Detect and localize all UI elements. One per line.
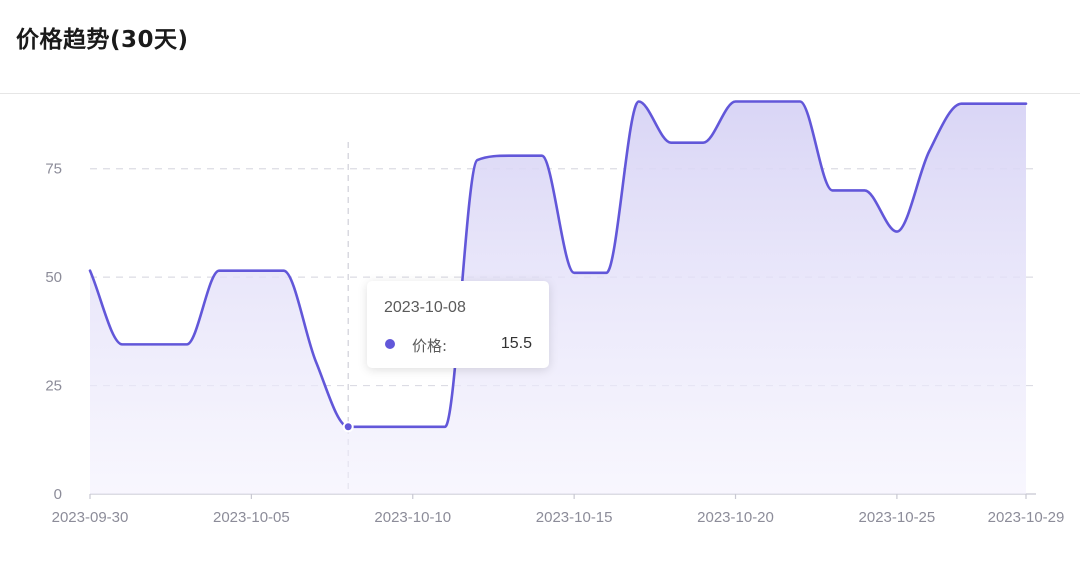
- tooltip-value: 15.5: [500, 335, 532, 352]
- x-tick-label-2023-10-25: 2023-10-25: [859, 509, 936, 526]
- y-tick-label-25: 25: [45, 378, 62, 395]
- chart-tooltip: 2023-10-08 价格: 15.5: [367, 281, 549, 368]
- data-point-2023-10-15[interactable]: [570, 269, 578, 277]
- data-point-2023-10-09[interactable]: [376, 423, 384, 431]
- data-point-2023-10-11[interactable]: [441, 423, 449, 431]
- data-point-2023-10-19[interactable]: [699, 139, 707, 147]
- tooltip-series-marker: [385, 339, 395, 349]
- data-point-2023-10-05[interactable]: [247, 267, 255, 275]
- data-point-2023-10-18[interactable]: [667, 139, 675, 147]
- data-point-2023-10-02[interactable]: [151, 340, 159, 348]
- data-point-2023-10-29[interactable]: [1022, 100, 1030, 108]
- data-point-2023-10-17[interactable]: [635, 98, 643, 106]
- tooltip-date: 2023-10-08: [384, 299, 466, 316]
- data-point-2023-10-22[interactable]: [796, 98, 804, 106]
- data-point-2023-10-01[interactable]: [118, 340, 126, 348]
- data-point-2023-10-28[interactable]: [990, 100, 998, 108]
- y-tick-label-50: 50: [45, 269, 62, 286]
- data-point-2023-10-13[interactable]: [506, 152, 514, 160]
- data-point-2023-10-16[interactable]: [602, 269, 610, 277]
- y-tick-label-0: 0: [54, 486, 62, 503]
- x-tick-label-2023-10-20: 2023-10-20: [697, 509, 774, 526]
- page-title: 价格趋势(30天): [16, 27, 189, 53]
- x-tick-label-2023-09-30: 2023-09-30: [52, 509, 129, 526]
- y-tick-label-75: 75: [45, 161, 62, 178]
- data-point-2023-10-03[interactable]: [183, 340, 191, 348]
- data-point-2023-10-12[interactable]: [473, 156, 481, 164]
- header: 价格趋势(30天): [0, 0, 1080, 94]
- series-price[interactable]: [86, 98, 1030, 494]
- series-area: [90, 101, 1026, 494]
- data-point-2023-10-20[interactable]: [732, 98, 740, 106]
- data-point-2023-10-07[interactable]: [312, 358, 320, 366]
- data-point-2023-10-21[interactable]: [764, 98, 772, 106]
- x-tick-label-2023-10-10: 2023-10-10: [374, 509, 451, 526]
- data-point-2023-09-30[interactable]: [86, 267, 94, 275]
- data-point-2023-10-26[interactable]: [925, 147, 933, 155]
- axes: [89, 493, 1036, 499]
- data-point-2023-10-25[interactable]: [893, 228, 901, 236]
- x-tick-label-2023-10-05: 2023-10-05: [213, 509, 290, 526]
- x-tick-label-2023-10-29: 2023-10-29: [988, 509, 1065, 526]
- data-point-2023-10-14[interactable]: [538, 152, 546, 160]
- data-point-2023-10-04[interactable]: [215, 267, 223, 275]
- highlighted-data-point[interactable]: [342, 421, 354, 433]
- data-point-2023-10-24[interactable]: [861, 186, 869, 194]
- tick-labels: 0 25 50 75 2023-09-30 2023-10-05 2023-10-10 202…: [45, 161, 1064, 526]
- data-point-2023-10-06[interactable]: [280, 267, 288, 275]
- data-point-2023-10-10[interactable]: [409, 423, 417, 431]
- tooltip-series-label: 价格:: [412, 337, 448, 355]
- data-point-2023-10-23[interactable]: [828, 186, 836, 194]
- x-tick-label-2023-10-15: 2023-10-15: [536, 509, 613, 526]
- data-point-2023-10-27[interactable]: [957, 100, 965, 108]
- series-line[interactable]: [88, 100, 1028, 429]
